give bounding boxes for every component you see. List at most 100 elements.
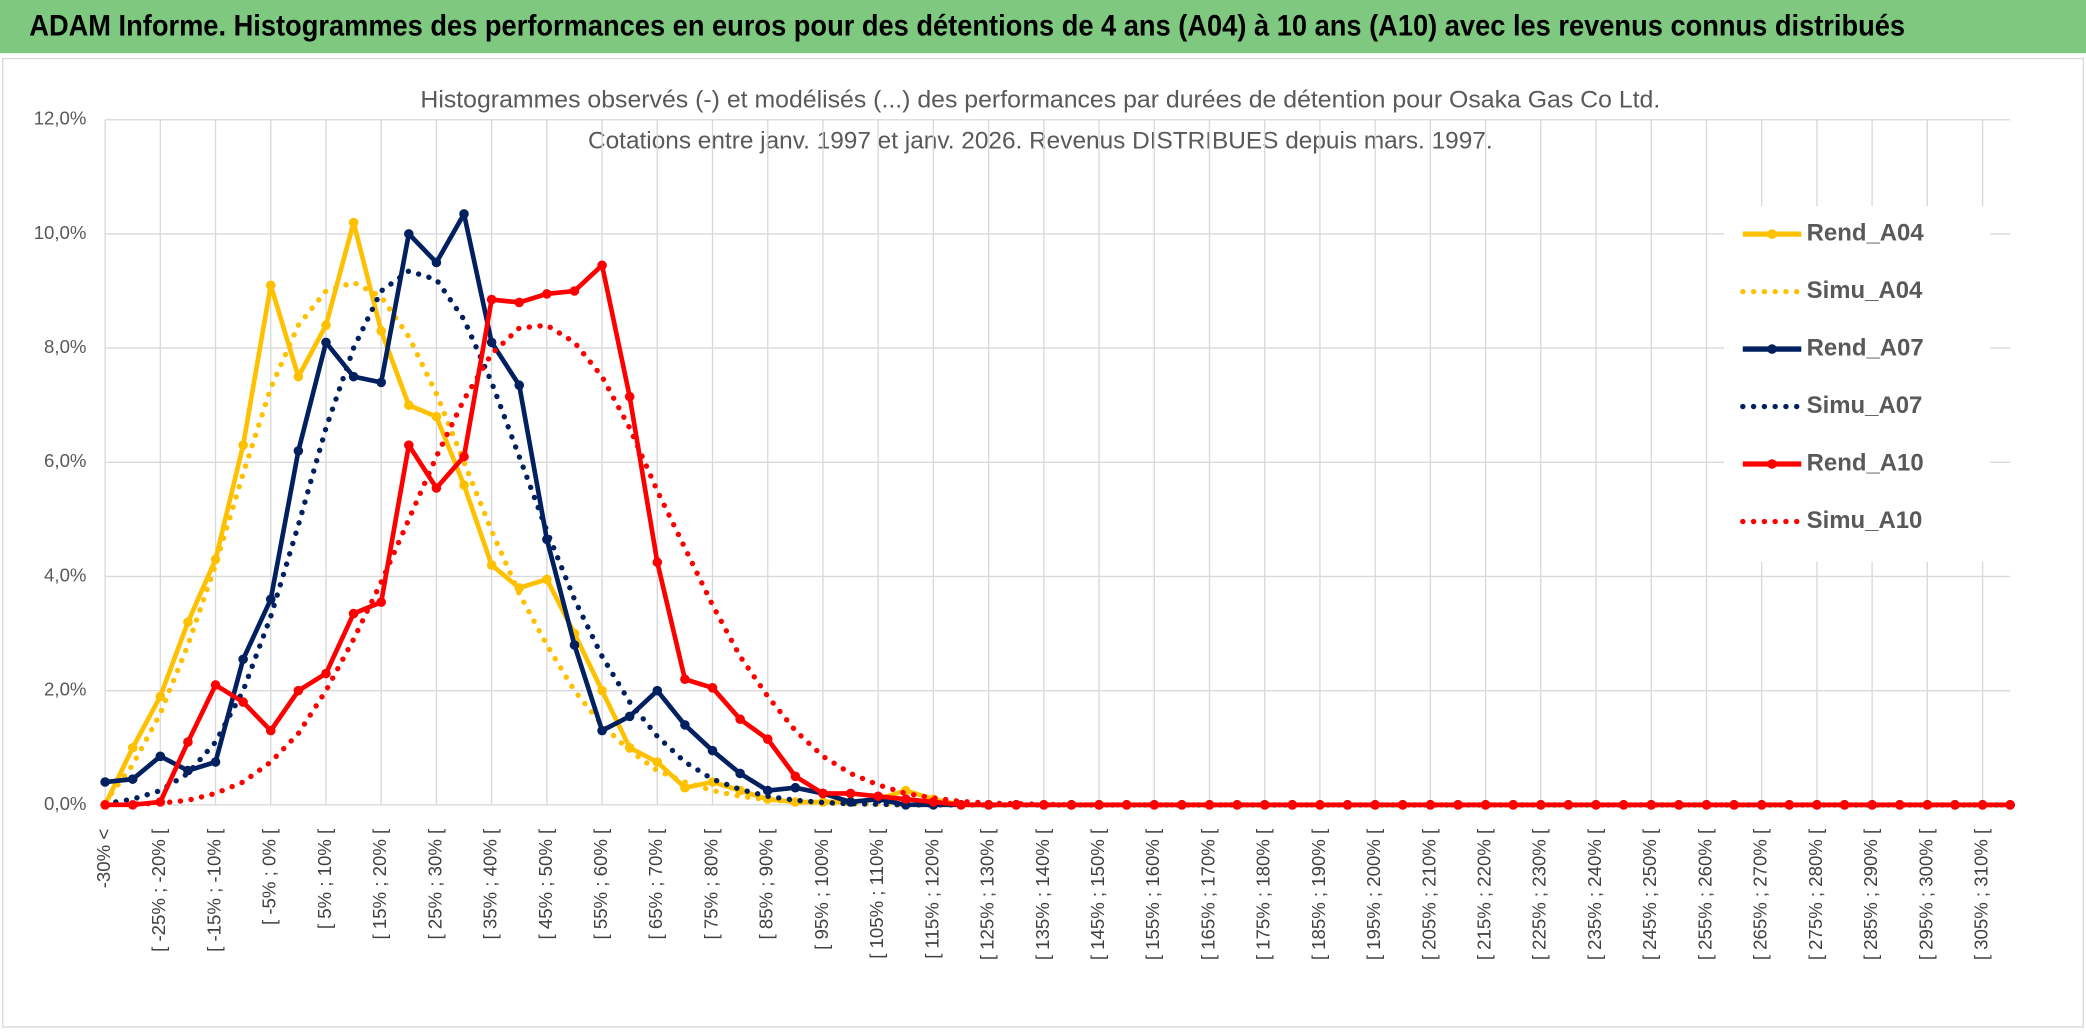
series-marker xyxy=(431,411,442,422)
series-marker xyxy=(265,725,276,736)
series-marker xyxy=(900,794,911,804)
x-tick-label: [ 55% ; 60% [ xyxy=(590,828,611,940)
x-tick-label: [ 35% ; 40% [ xyxy=(480,828,501,940)
x-tick-label: [ 295% ; 300% [ xyxy=(1915,828,1936,960)
legend-label: Simu_A04 xyxy=(1807,277,1923,304)
series-marker xyxy=(431,257,442,268)
x-tick-label: [ 45% ; 50% [ xyxy=(535,828,556,940)
x-tick-label: [ 305% ; 310% [ xyxy=(1970,828,1991,960)
legend-label: Rend_A04 xyxy=(1807,219,1925,246)
series-marker xyxy=(265,594,276,605)
x-tick-label: [ 185% ; 190% [ xyxy=(1308,828,1329,960)
series-marker xyxy=(238,654,248,665)
x-tick-label: [ -5% ; 0% [ xyxy=(259,828,280,925)
series-marker xyxy=(514,297,525,308)
series-marker xyxy=(1894,800,1905,810)
header-title: ADAM Informe. Histogrammes des performan… xyxy=(29,11,1905,43)
x-tick-label: [ 265% ; 270% [ xyxy=(1750,828,1771,960)
series-marker xyxy=(404,400,414,410)
series-marker xyxy=(680,674,690,685)
series-marker xyxy=(155,751,166,762)
series-marker xyxy=(210,680,221,690)
legend-label: Simu_A07 xyxy=(1807,392,1923,419)
series-marker xyxy=(265,280,276,291)
series-marker xyxy=(680,720,690,730)
x-tick-label: [ 135% ; 140% [ xyxy=(1032,828,1053,960)
series-marker xyxy=(514,380,525,391)
series-marker xyxy=(404,440,414,450)
x-tick-label: [ 215% ; 220% [ xyxy=(1474,828,1495,960)
series-marker xyxy=(238,440,248,450)
x-tick-label: [ 205% ; 210% [ xyxy=(1418,828,1439,960)
series-marker xyxy=(404,229,414,239)
series-marker xyxy=(624,711,635,722)
x-tick-label: [ 145% ; 150% [ xyxy=(1087,828,1108,960)
series-marker xyxy=(1591,800,1601,810)
legend-label: Simu_A10 xyxy=(1807,507,1923,534)
series-marker xyxy=(2005,800,2015,810)
series-marker xyxy=(1646,800,1657,810)
series-marker xyxy=(873,791,883,802)
x-tick-label: [ 165% ; 170% [ xyxy=(1197,828,1218,960)
x-tick-label: [ 275% ; 280% [ xyxy=(1805,828,1826,960)
series-marker xyxy=(735,768,745,779)
series-marker xyxy=(597,685,607,696)
series-marker xyxy=(127,800,138,810)
x-tick-label: [ -15% ; -10% [ xyxy=(203,828,224,952)
legend-box xyxy=(1724,206,1991,562)
x-tick-label: [ 105% ; 110% [ xyxy=(866,828,887,959)
x-tick-label: [ 255% ; 260% [ xyxy=(1694,828,1715,960)
series-marker xyxy=(238,697,248,707)
y-tick-label: 8,0% xyxy=(44,336,86,357)
x-tick-label: [ 115% ; 120% [ xyxy=(921,828,942,959)
legend-label: Rend_A07 xyxy=(1807,334,1924,361)
y-tick-label: 12,0% xyxy=(34,108,87,129)
series-marker xyxy=(459,480,469,490)
series-marker xyxy=(597,725,607,736)
x-tick-label: [ 225% ; 230% [ xyxy=(1529,828,1550,960)
y-tick-label: 10,0% xyxy=(34,222,87,243)
series-marker xyxy=(956,800,966,810)
series-marker xyxy=(348,217,359,228)
x-tick-label: [ 235% ; 240% [ xyxy=(1584,828,1605,960)
series-marker xyxy=(707,745,718,756)
series-marker xyxy=(376,597,386,607)
series-marker xyxy=(569,286,580,296)
series-marker xyxy=(183,617,193,627)
series-marker xyxy=(845,788,856,799)
series-marker xyxy=(293,685,304,696)
x-tick-label: [ 155% ; 160% [ xyxy=(1142,828,1163,960)
series-marker xyxy=(514,583,525,593)
series-marker xyxy=(624,391,635,402)
chart-title: Histogrammes observés (-) et modélisés (… xyxy=(420,86,1660,113)
series-marker xyxy=(652,557,663,567)
series-marker xyxy=(459,209,469,219)
series-marker xyxy=(321,337,331,348)
series-marker xyxy=(1701,800,1712,810)
x-tick-label: -30% < xyxy=(93,829,114,888)
series-marker xyxy=(1259,800,1270,810)
series-marker xyxy=(486,560,497,570)
series-marker xyxy=(652,757,663,767)
y-tick-label: 2,0% xyxy=(44,679,86,700)
series-marker xyxy=(569,640,580,650)
series-marker xyxy=(293,371,304,382)
series-marker xyxy=(735,714,745,724)
series-line xyxy=(105,262,2011,808)
header-bar xyxy=(0,0,2086,54)
series-marker xyxy=(1204,800,1215,810)
x-tick-label: [ 15% ; 20% [ xyxy=(369,828,390,940)
x-tick-label: [ 125% ; 130% [ xyxy=(977,828,998,960)
y-tick-label: 4,0% xyxy=(44,564,86,585)
legend-marker xyxy=(1767,344,1777,354)
x-tick-label: [ 75% ; 80% [ xyxy=(700,828,721,940)
series-marker xyxy=(321,320,331,331)
series-marker xyxy=(348,371,359,382)
series-marker xyxy=(155,691,166,702)
x-tick-label: [ 195% ; 200% [ xyxy=(1363,828,1384,960)
series-marker xyxy=(790,782,801,793)
x-tick-label: [ 285% ; 290% [ xyxy=(1860,828,1881,960)
series-marker xyxy=(1839,800,1850,810)
